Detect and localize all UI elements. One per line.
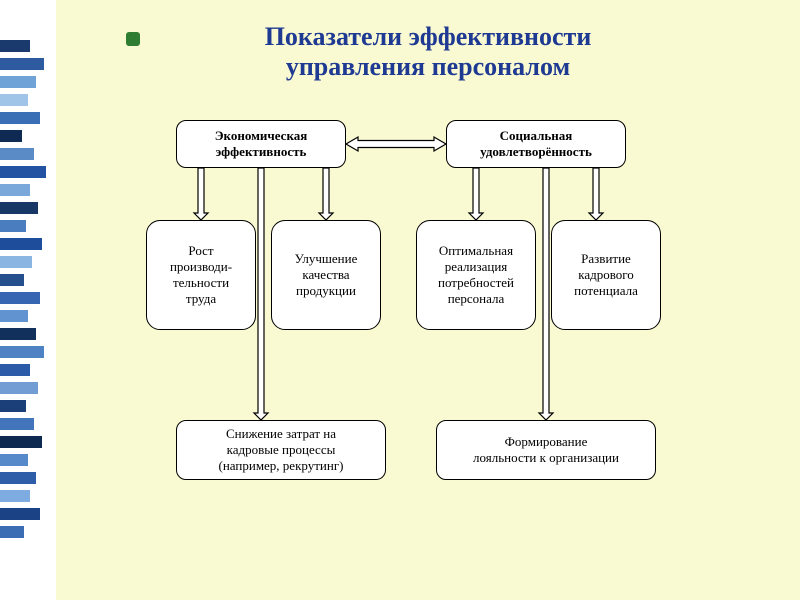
- slide-canvas: Показатели эффективности управления перс…: [56, 0, 800, 600]
- sidebar-bar: [0, 274, 24, 286]
- sidebar-bar: [0, 364, 30, 376]
- sidebar-bar: [0, 436, 42, 448]
- sidebar-bar: [0, 472, 36, 484]
- sidebar-bar: [0, 130, 22, 142]
- sidebar-bar: [0, 418, 34, 430]
- node-loyalty: Формирование лояльности к организации: [436, 420, 656, 480]
- slide-title: Показатели эффективности управления перс…: [56, 22, 800, 82]
- sidebar-bar: [0, 526, 24, 538]
- sidebar-bar: [0, 166, 46, 178]
- node-cost-reduction: Снижение затрат на кадровые процессы (на…: [176, 420, 386, 480]
- sidebar-bar: [0, 382, 38, 394]
- sidebar-bar: [0, 490, 30, 502]
- sidebar-bar: [0, 346, 44, 358]
- sidebar-bar: [0, 220, 26, 232]
- node-social-satisfaction: Социальная удовлетворённость: [446, 120, 626, 168]
- node-productivity-growth: Рост производи- тельности труда: [146, 220, 256, 330]
- decorative-sidebar: [0, 0, 56, 600]
- sidebar-bar: [0, 58, 44, 70]
- sidebar-bar: [0, 238, 42, 250]
- sidebar-bar: [0, 148, 34, 160]
- sidebar-bar: [0, 40, 30, 52]
- node-hr-potential: Развитие кадрового потенциала: [551, 220, 661, 330]
- node-needs-realization: Оптимальная реализация потребностей перс…: [416, 220, 536, 330]
- sidebar-bar: [0, 184, 30, 196]
- sidebar-bar: [0, 454, 28, 466]
- sidebar-bar: [0, 328, 36, 340]
- node-quality-improvement: Улучшение качества продукции: [271, 220, 381, 330]
- sidebar-bar: [0, 400, 26, 412]
- sidebar-bar: [0, 310, 28, 322]
- sidebar-bar: [0, 292, 40, 304]
- sidebar-bar: [0, 508, 40, 520]
- slide: Показатели эффективности управления перс…: [0, 0, 800, 600]
- sidebar-bar: [0, 94, 28, 106]
- sidebar-bar: [0, 112, 40, 124]
- node-economic-efficiency: Экономическая эффективность: [176, 120, 346, 168]
- sidebar-bar: [0, 202, 38, 214]
- sidebar-bar: [0, 256, 32, 268]
- sidebar-bar: [0, 76, 36, 88]
